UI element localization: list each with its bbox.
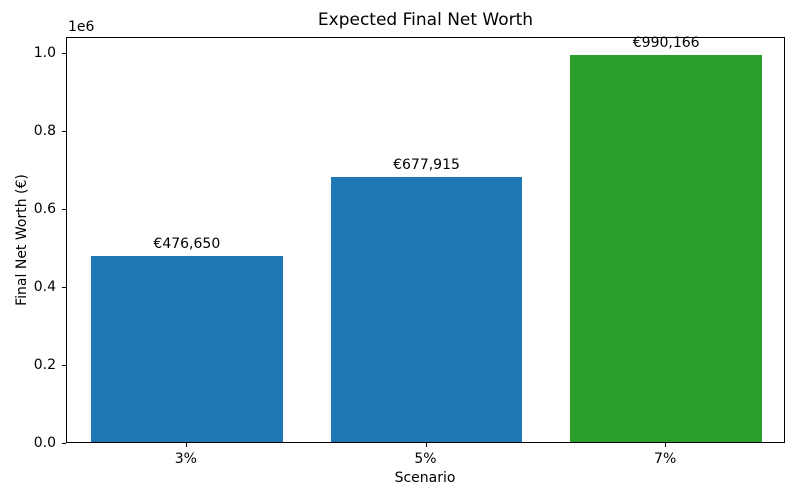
y-tick-label-0.6: 0.6 (33, 200, 56, 217)
x-tick-label-3%: 3% (174, 451, 197, 467)
y-tick-mark (62, 365, 66, 366)
bar-3% (90, 255, 283, 442)
y-axis-label: Final Net Worth (€) (14, 174, 30, 306)
x-axis-label: Scenario (394, 470, 456, 486)
y-tick-mark (62, 209, 66, 210)
y-tick-mark (62, 287, 66, 288)
y-tick-mark (62, 53, 66, 54)
bar-value-label-7%: €990,166 (632, 35, 700, 52)
x-tick-mark (425, 443, 427, 447)
y-tick-label-1.0: 1.0 (33, 44, 56, 61)
plot-area: €476,650 €677,915 €990,166 (66, 35, 785, 443)
bar-value-label-3%: €476,650 (153, 235, 221, 252)
x-tick-mark (185, 443, 187, 447)
bar-7% (570, 55, 763, 442)
bar-5% (330, 177, 523, 442)
y-tick-label-0.0: 0.0 (33, 435, 56, 451)
y-tick-label-0.4: 0.4 (33, 278, 56, 295)
chart-title: Expected Final Net Worth (317, 10, 534, 30)
y-tick-label-0.8: 0.8 (33, 122, 56, 139)
bars-layer: €476,650 €677,915 €990,166 (67, 35, 784, 442)
y-axis-offset-label: 1e6 (68, 19, 95, 35)
y-tick-mark (62, 131, 66, 132)
y-tick-mark (62, 443, 66, 444)
y-tick-label-0.2: 0.2 (33, 356, 56, 373)
bar-value-label-5%: €677,915 (393, 157, 460, 174)
x-tick-label-5%: 5% (414, 451, 437, 467)
x-tick-mark (665, 443, 667, 447)
x-tick-label-7%: 7% (654, 451, 677, 467)
